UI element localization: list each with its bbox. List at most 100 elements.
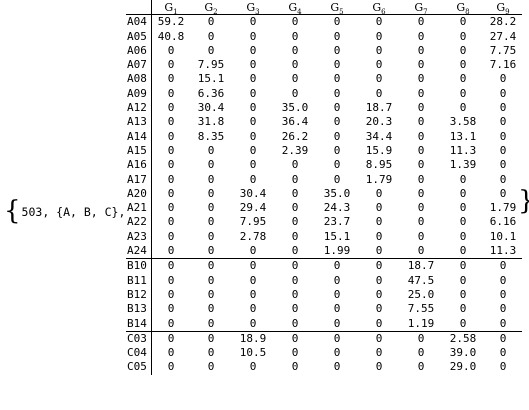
table-row: A14 0 8.35 0 26.2 0 34.4 0 13.1 0	[126, 129, 522, 144]
table-row: A09 0 6.36 0 0 0 0 0 0 0	[126, 86, 522, 102]
table-cell: 0	[207, 29, 215, 43]
table-cell: 0	[167, 346, 175, 360]
column-header-subscript: 2	[213, 7, 218, 16]
table-cell: 0	[499, 273, 507, 287]
table-cell: 0	[291, 244, 299, 258]
table-cell: 0	[417, 29, 425, 43]
table-cell: 0	[207, 215, 215, 229]
table-cell: 59.2	[157, 15, 185, 29]
table-cell: 0	[167, 115, 175, 129]
column-header-base: G	[456, 0, 466, 14]
table-cell: 13.1	[449, 129, 477, 143]
table-cell: 0	[375, 229, 383, 243]
row-label: A21	[126, 201, 152, 216]
table-cell: 30.4	[197, 101, 225, 115]
row-label: A06	[126, 43, 152, 59]
table-cell: 0	[459, 201, 467, 215]
table-cell: 0	[167, 43, 175, 57]
table-cell: 0	[459, 215, 467, 229]
table-cell: 0	[333, 15, 341, 29]
table-cell: 0	[167, 72, 175, 86]
table-cell: 0	[207, 186, 215, 200]
table-row: A21 0 0 29.4 0 24.3 0 0 0 1.79	[126, 201, 522, 216]
table-cell: 0	[249, 143, 257, 157]
table-cell: 0	[333, 360, 341, 374]
table-cell: 0	[207, 302, 215, 316]
table-cell: 8.35	[197, 129, 225, 143]
table-cell: 0	[167, 158, 175, 172]
table-cell: 10.5	[239, 346, 267, 360]
table-cell: 0	[167, 316, 175, 330]
table-cell: 0	[358, 258, 400, 274]
table-cell: 0	[291, 158, 299, 172]
table-cell: 0	[459, 302, 467, 316]
table-cell: 0	[375, 86, 383, 100]
table-cell: 0	[442, 258, 484, 274]
table-row: A23 0 0 2.78 0 15.1 0 0 0 10.1	[126, 229, 522, 245]
column-header-subscript: 3	[255, 7, 260, 16]
column-header-base: G	[496, 0, 506, 14]
left-brace: {	[4, 196, 21, 226]
table-cell: 0	[167, 86, 175, 100]
table-cell: 6.16	[489, 215, 517, 229]
table-cell: 40.8	[157, 29, 185, 43]
table-cell: 0	[459, 287, 467, 301]
table-cell: 0	[190, 330, 232, 347]
table-cell: 0	[417, 346, 425, 360]
table-cell: 0	[499, 143, 507, 157]
table-cell: 15.1	[197, 72, 225, 86]
row-label: A07	[126, 58, 152, 73]
table-cell: 0	[459, 186, 467, 200]
table-cell: 0	[499, 346, 507, 360]
table-cell: 0	[459, 229, 467, 243]
table-cell: 0	[167, 172, 175, 186]
row-label: A15	[126, 143, 152, 159]
table-row: A16 0 0 0 0 0 8.95 0 1.39 0	[126, 158, 522, 173]
table-cell: 0	[291, 215, 299, 229]
table-cell: 18.7	[400, 258, 442, 274]
row-label: A12	[126, 101, 152, 116]
row-label: A04	[126, 14, 152, 30]
table-cell: 0	[190, 258, 232, 274]
column-header-base: G	[204, 0, 214, 14]
matrix-table: G1 G2 G3 G4 G5 G6 G7 G8 G9 A04 59.2 0 0 0 0 0 0 0 28.2 A05…	[126, 0, 522, 375]
table-cell: 0	[167, 129, 175, 143]
table-cell: 0	[333, 58, 341, 72]
row-label: A17	[126, 172, 152, 187]
table-cell: 0	[167, 201, 175, 215]
table-cell: 7.16	[489, 58, 517, 72]
table-cell: 0	[333, 43, 341, 57]
table-cell: 0	[207, 244, 215, 258]
table-cell: 0	[499, 115, 507, 129]
table-cell: 0	[333, 72, 341, 86]
table-cell: 0	[249, 158, 257, 172]
table-cell: 0	[499, 129, 507, 143]
table-cell: 39.0	[449, 346, 477, 360]
right-brace: }	[518, 188, 529, 214]
table-cell: 0	[375, 302, 383, 316]
table-cell: 0	[459, 86, 467, 100]
table-cell: 0	[333, 287, 341, 301]
column-header: G6	[358, 0, 400, 15]
table-cell: 15.9	[365, 143, 393, 157]
column-header: G5	[316, 0, 358, 15]
table-cell: 0	[249, 360, 257, 374]
table-cell: 0	[417, 143, 425, 157]
table-cell: 0	[207, 43, 215, 57]
table-cell: 29.0	[449, 360, 477, 374]
row-label: B14	[126, 316, 152, 332]
table-cell: 0	[459, 101, 467, 115]
column-header-subscript: 7	[423, 7, 428, 16]
table-cell: 0	[249, 15, 257, 29]
table-cell: 7.55	[407, 302, 435, 316]
table-cell: 0	[167, 186, 175, 200]
column-header-subscript: 6	[381, 7, 386, 16]
table-cell: 0	[207, 143, 215, 157]
table-cell: 0	[249, 273, 257, 287]
table-cell: 0	[151, 258, 190, 274]
table-cell: 0	[499, 316, 507, 330]
table-cell: 0	[417, 186, 425, 200]
table-cell: 0	[375, 346, 383, 360]
table-row: A13 0 31.8 0 36.4 0 20.3 0 3.58 0	[126, 115, 522, 130]
table-cell: 34.4	[365, 129, 393, 143]
